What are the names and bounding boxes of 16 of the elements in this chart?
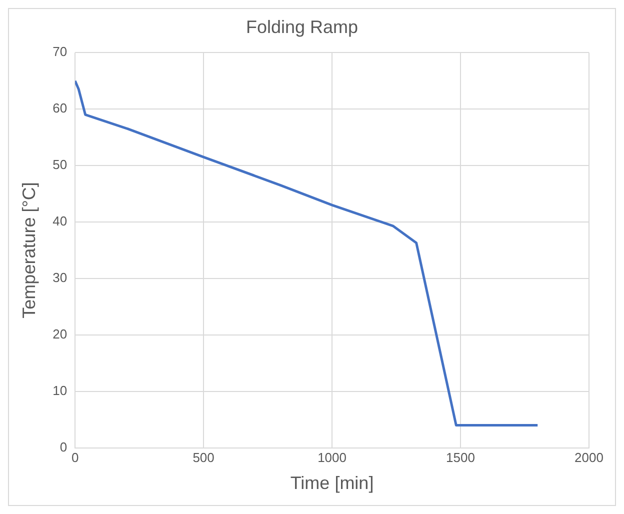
y-tick-label: 0 <box>60 439 68 454</box>
y-axis-title: Temperature [°C] <box>18 182 39 318</box>
y-tick-label: 20 <box>52 326 68 342</box>
x-tick-label: 500 <box>192 450 214 466</box>
x-tick-label: 0 <box>71 450 79 466</box>
chart-title: Folding Ramp <box>246 16 358 37</box>
x-tick-label: 1000 <box>318 450 346 466</box>
x-tick-label: 1500 <box>446 450 475 466</box>
y-tick-label: 50 <box>52 157 68 172</box>
y-tick-label: 10 <box>52 382 68 398</box>
y-tick-label: 40 <box>52 214 68 229</box>
y-tick-label: 70 <box>52 44 68 60</box>
y-tick-label: 60 <box>52 100 68 116</box>
x-axis-title: Time [min] <box>290 473 374 494</box>
x-tick-label: 2000 <box>574 450 604 466</box>
y-tick-label: 30 <box>52 270 68 286</box>
